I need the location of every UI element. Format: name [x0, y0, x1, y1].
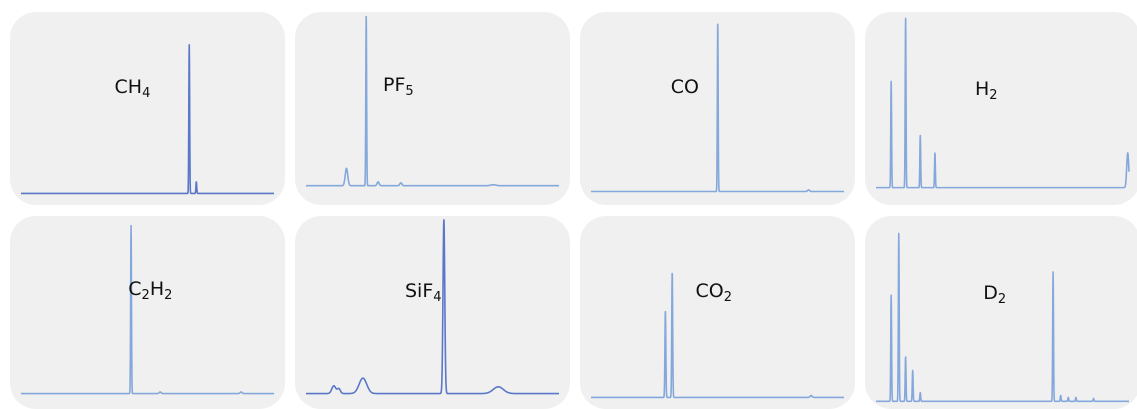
label-subscript: 2: [989, 88, 997, 103]
spectrum-plot: [295, 216, 570, 409]
spectrum-trace: [306, 220, 559, 394]
spectrum-panel: CH4: [10, 12, 285, 205]
label-subscript: 2: [142, 288, 150, 303]
label-text: D: [983, 282, 998, 304]
label-text: SiF: [405, 280, 433, 302]
spectrum-panel: D2: [865, 216, 1137, 409]
spectrum-panel: CO: [580, 12, 855, 205]
spectrum-trace: [21, 45, 274, 194]
spectrum-plot: [865, 12, 1137, 205]
label-text: CO: [671, 76, 699, 98]
spectrum-panel: PF5: [295, 12, 570, 205]
spectrum-trace: [306, 17, 559, 186]
spectrum-panel: CO2: [580, 216, 855, 409]
spectrum-panel: SiF4: [295, 216, 570, 409]
spectrum-plot: [295, 12, 570, 205]
molecule-label: D2: [983, 284, 1006, 303]
label-text: CO: [696, 280, 724, 302]
label-subscript: 4: [142, 86, 150, 101]
spectrum-plot: [10, 216, 285, 409]
label-text: H: [150, 278, 164, 300]
molecule-label: SiF4: [405, 282, 442, 301]
molecule-label: H2: [975, 80, 998, 99]
spectrum-plot: [865, 216, 1137, 409]
spectrum-trace: [21, 226, 274, 394]
molecule-label: C2H2: [128, 280, 172, 299]
label-subscript: 5: [405, 84, 413, 99]
molecule-label: PF5: [383, 76, 414, 95]
label-text: PF: [383, 74, 405, 96]
label-text: CH: [115, 76, 143, 98]
label-subscript: 2: [164, 288, 172, 303]
molecule-label: CO: [671, 78, 699, 97]
spectrum-plot: [580, 216, 855, 409]
label-subscript: 2: [724, 290, 732, 305]
spectrum-plot: [10, 12, 285, 205]
label-subscript: 2: [998, 292, 1006, 307]
spectrum-trace: [876, 18, 1129, 187]
label-subscript: 4: [433, 290, 441, 305]
spectrum-panel: H2: [865, 12, 1137, 205]
spectrum-plot: [580, 12, 855, 205]
spectrum-panel: C2H2: [10, 216, 285, 409]
spectrum-trace: [591, 24, 844, 191]
molecule-label: CO2: [696, 282, 733, 301]
molecule-label: CH4: [115, 78, 151, 97]
label-text: C: [128, 278, 141, 300]
spectrum-trace: [876, 233, 1129, 401]
label-text: H: [975, 78, 989, 100]
